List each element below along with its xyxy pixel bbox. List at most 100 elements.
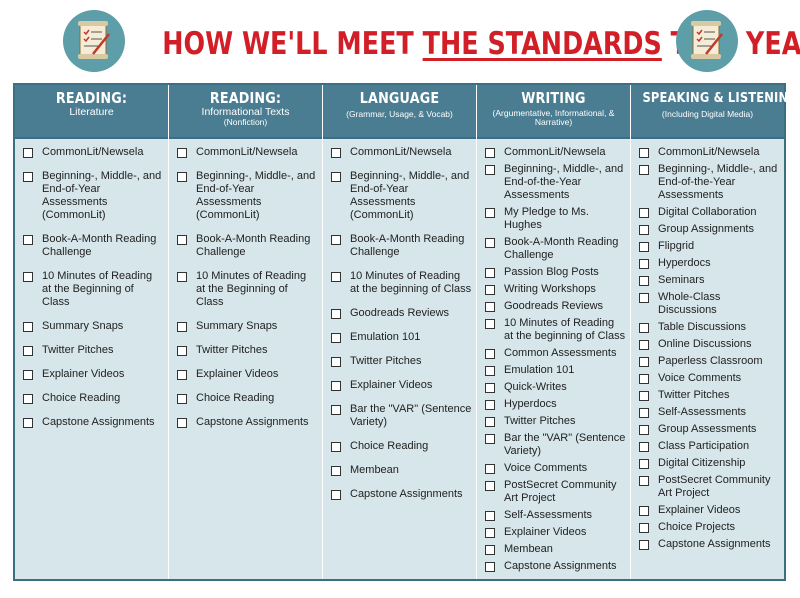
checkbox[interactable] — [485, 383, 495, 393]
checkbox[interactable] — [485, 148, 495, 158]
checkbox[interactable] — [331, 148, 341, 158]
list-item: Choice Projects — [639, 521, 780, 534]
checkbox[interactable] — [177, 370, 187, 380]
list-item: CommonLit/Newsela — [639, 146, 780, 159]
list-item: Twitter Pitches — [639, 389, 780, 402]
checkbox[interactable] — [177, 346, 187, 356]
checkbox[interactable] — [485, 464, 495, 474]
checkbox[interactable] — [331, 357, 341, 367]
checkbox[interactable] — [331, 405, 341, 415]
list-item: Summary Snaps — [177, 320, 318, 333]
checkbox[interactable] — [485, 302, 495, 312]
checkbox[interactable] — [639, 259, 649, 269]
checkbox[interactable] — [177, 418, 187, 428]
column-reading-informational: READING: Informational Texts (Nonfiction… — [169, 85, 323, 579]
column-writing: WRITING (Argumentative, Informational, &… — [477, 85, 631, 579]
checkbox[interactable] — [331, 172, 341, 182]
list-item: Digital Citizenship — [639, 457, 780, 470]
checkbox[interactable] — [23, 346, 33, 356]
checkbox[interactable] — [639, 459, 649, 469]
checkbox[interactable] — [23, 148, 33, 158]
list-item: Emulation 101 — [331, 331, 472, 344]
checkbox[interactable] — [485, 562, 495, 572]
checkbox[interactable] — [485, 165, 495, 175]
checkbox[interactable] — [639, 425, 649, 435]
checkbox[interactable] — [639, 293, 649, 303]
standards-table: READING: Literature CommonLit/Newsela Be… — [13, 83, 798, 581]
checkbox[interactable] — [177, 172, 187, 182]
checkbox[interactable] — [331, 442, 341, 452]
list-item: Choice Reading — [23, 392, 164, 405]
checkbox[interactable] — [485, 434, 495, 444]
list-item: Voice Comments — [639, 372, 780, 385]
list-item: Choice Reading — [331, 440, 472, 453]
list-item: CommonLit/Newsela — [485, 146, 626, 159]
checkbox[interactable] — [639, 476, 649, 486]
checkbox[interactable] — [639, 391, 649, 401]
checklist-icon — [676, 10, 738, 72]
checkbox[interactable] — [639, 442, 649, 452]
checkbox[interactable] — [177, 148, 187, 158]
checkbox[interactable] — [639, 208, 649, 218]
list-item: Voice Comments — [485, 462, 626, 475]
checkbox[interactable] — [331, 309, 341, 319]
checkbox[interactable] — [23, 418, 33, 428]
checkbox[interactable] — [639, 357, 649, 367]
checkbox[interactable] — [639, 374, 649, 384]
checkbox[interactable] — [23, 235, 33, 245]
list-item: Class Participation — [639, 440, 780, 453]
checkbox[interactable] — [331, 333, 341, 343]
checkbox[interactable] — [639, 340, 649, 350]
checkbox[interactable] — [485, 238, 495, 248]
checkbox[interactable] — [331, 466, 341, 476]
checkbox[interactable] — [23, 172, 33, 182]
list-item: Group Assignments — [639, 223, 780, 236]
checkbox[interactable] — [331, 272, 341, 282]
checkbox[interactable] — [331, 235, 341, 245]
checkbox[interactable] — [331, 381, 341, 391]
checkbox[interactable] — [177, 322, 187, 332]
checkbox[interactable] — [23, 394, 33, 404]
checkbox[interactable] — [639, 523, 649, 533]
checkbox[interactable] — [485, 285, 495, 295]
checkbox[interactable] — [23, 322, 33, 332]
list-item: My Pledge to Ms. Hughes — [485, 206, 626, 232]
checkbox[interactable] — [485, 349, 495, 359]
checkbox[interactable] — [639, 225, 649, 235]
checkbox[interactable] — [639, 276, 649, 286]
checkbox[interactable] — [485, 268, 495, 278]
list-item: 10 Minutes of Reading at the beginning o… — [485, 317, 626, 343]
checkbox[interactable] — [639, 323, 649, 333]
checkbox[interactable] — [177, 394, 187, 404]
checklist-icon — [63, 10, 125, 72]
checkbox[interactable] — [177, 272, 187, 282]
list-item: Group Assessments — [639, 423, 780, 436]
list-item: Table Discussions — [639, 321, 780, 334]
list-item: Explainer Videos — [23, 368, 164, 381]
checkbox[interactable] — [485, 400, 495, 410]
checkbox[interactable] — [639, 148, 649, 158]
checkbox[interactable] — [23, 272, 33, 282]
checkbox[interactable] — [485, 366, 495, 376]
list-item: Explainer Videos — [485, 526, 626, 539]
list-item: Beginning-, Middle-, and End-of-the-Year… — [485, 163, 626, 202]
checkbox[interactable] — [485, 545, 495, 555]
checkbox[interactable] — [485, 417, 495, 427]
checkbox[interactable] — [485, 511, 495, 521]
checkbox[interactable] — [485, 528, 495, 538]
checkbox[interactable] — [639, 408, 649, 418]
checkbox[interactable] — [639, 540, 649, 550]
checkbox[interactable] — [177, 235, 187, 245]
checkbox[interactable] — [331, 490, 341, 500]
checkbox[interactable] — [485, 481, 495, 491]
list-item: Book-A-Month Reading Challenge — [331, 233, 472, 259]
list-item: Book-A-Month Reading Challenge — [177, 233, 318, 259]
checkbox[interactable] — [23, 370, 33, 380]
checkbox[interactable] — [485, 208, 495, 218]
checkbox[interactable] — [639, 165, 649, 175]
checkbox[interactable] — [639, 242, 649, 252]
list-item: Beginning-, Middle-, and End-of-Year Ass… — [23, 170, 164, 222]
checkbox[interactable] — [639, 506, 649, 516]
list-item: CommonLit/Newsela — [23, 146, 164, 159]
checkbox[interactable] — [485, 319, 495, 329]
